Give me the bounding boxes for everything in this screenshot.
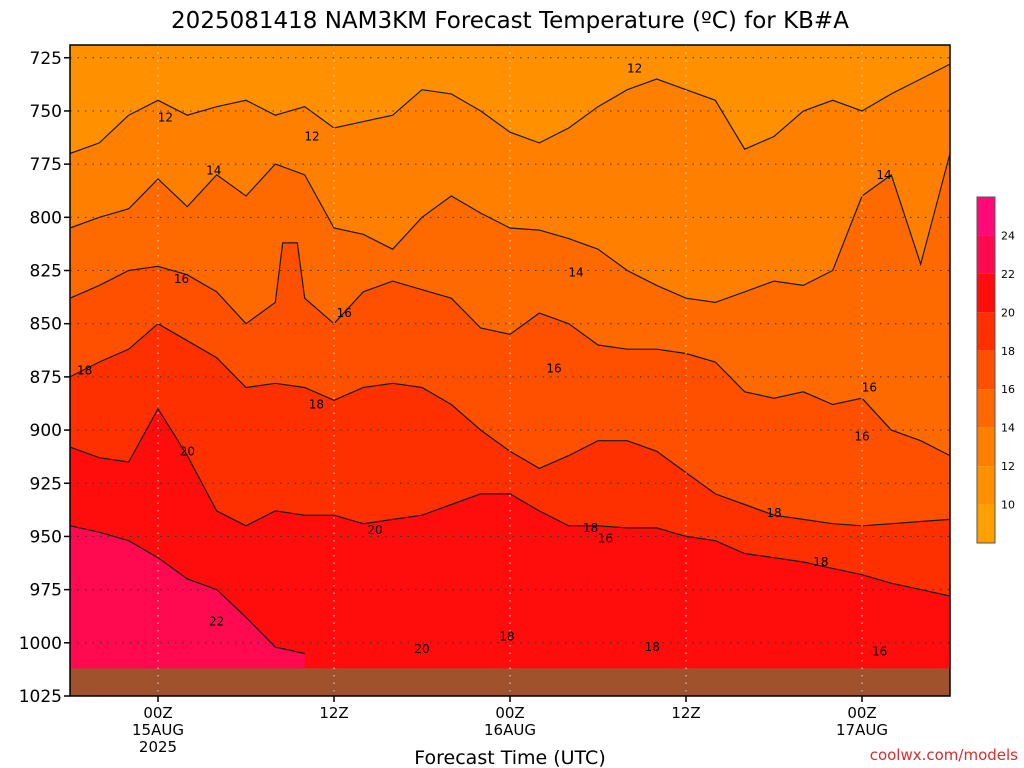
colorbar-label: 12: [1001, 460, 1015, 473]
contour-line-22: [69, 525, 305, 655]
y-tick-label: 850: [30, 315, 62, 335]
contour-label: 16: [546, 361, 561, 375]
plot-area: 1212121414141616161616161618181818181818…: [69, 44, 951, 697]
colorbar-label: 24: [1001, 229, 1015, 242]
x-tick-label: 12Z: [671, 704, 700, 722]
y-tick-label: 900: [30, 421, 62, 441]
contour-label: 16: [872, 644, 887, 658]
contour-label: 20: [414, 642, 429, 656]
x-tick-label: 15AUG: [132, 721, 184, 739]
colorbar-swatch: [977, 350, 995, 390]
temperature-region-cold: [70, 45, 950, 154]
colorbar-swatch: [977, 466, 995, 505]
colorbar-swatch: [977, 389, 995, 428]
colorbar: 10 12 14 16 18 20 22 24: [976, 196, 1015, 544]
y-tick-label: 725: [30, 49, 62, 69]
colorbar-label: 22: [1001, 268, 1015, 281]
contour-label: 18: [309, 398, 324, 412]
contour-label: 12: [158, 110, 173, 124]
ground-surface: [70, 668, 950, 696]
colorbar-frame: [976, 196, 996, 544]
contour-line-20: [69, 407, 951, 597]
y-tick-label: 875: [30, 368, 62, 388]
contour-label: 20: [367, 523, 382, 537]
chart-title: 2025081418 NAM3KM Forecast Temperature (…: [171, 8, 849, 34]
colorbar-label: 18: [1001, 345, 1015, 358]
y-tick-label: 825: [30, 262, 62, 282]
credit-text: coolwx.com/models: [870, 746, 1018, 764]
contour-label: 20: [180, 444, 195, 458]
contour-label: 14: [876, 168, 891, 182]
contour-label: 18: [645, 640, 660, 654]
contour-label: 18: [77, 364, 92, 378]
y-tick-label: 750: [30, 102, 62, 122]
contour-label: 16: [854, 429, 869, 443]
contour-label: 14: [206, 164, 221, 178]
colorbar-swatch: [977, 197, 995, 236]
x-tick-label: 2025: [139, 738, 177, 756]
x-tick-label: 00Z: [847, 704, 876, 722]
contour-label: 18: [499, 629, 514, 643]
temperature-region-22: [70, 525, 305, 696]
contour-line-14: [69, 153, 951, 304]
y-tick-label: 1000: [19, 634, 62, 654]
contour-line-12: [69, 63, 951, 155]
x-axis-label: Forecast Time (UTC): [414, 747, 605, 768]
colorbar-label: 20: [1001, 306, 1015, 319]
contour-label: 16: [337, 306, 352, 320]
colorbar-swatch: [977, 273, 995, 313]
y-tick-label: 975: [30, 581, 62, 601]
contour-label-layer: 1212121414141616161616161618181818181818…: [77, 61, 892, 658]
colorbar-label: 10: [1001, 499, 1015, 512]
x-tick-label: 12Z: [319, 704, 348, 722]
contour-label: 14: [568, 266, 583, 280]
contour-label: 12: [304, 129, 319, 143]
colorbar-swatch: [977, 312, 995, 351]
x-tick-label: 00Z: [143, 704, 172, 722]
colorbar-swatch: [977, 235, 995, 274]
contour-label: 16: [598, 532, 613, 546]
colorbar-label: 16: [1001, 383, 1015, 396]
y-tick-label: 925: [30, 474, 62, 494]
contour-line-layer: [69, 63, 951, 655]
temperature-region-20: [70, 408, 950, 696]
y-axis: 725 750 775 800 825 850 875 900 925 950 975 1000 102…: [19, 49, 70, 707]
colorbar-label: 14: [1001, 422, 1015, 435]
contour-line-16: [69, 242, 951, 457]
contour-label: 18: [583, 521, 598, 535]
contour-label: 12: [627, 61, 642, 75]
contour-label: 18: [766, 506, 781, 520]
contour-label: 22: [209, 615, 224, 629]
y-tick-label: 950: [30, 527, 62, 547]
y-tick-label: 775: [30, 155, 62, 175]
y-tick-label: 1025: [19, 687, 62, 707]
y-tick-label: 800: [30, 208, 62, 228]
contour-label: 18: [813, 555, 828, 569]
colorbar-swatch: [977, 427, 995, 467]
colorbar-swatch: [977, 504, 995, 543]
contour-label: 16: [174, 272, 189, 286]
contour-label: 16: [862, 381, 877, 395]
x-tick-label: 17AUG: [836, 721, 888, 739]
x-tick-label: 16AUG: [484, 721, 536, 739]
x-tick-label: 00Z: [495, 704, 524, 722]
